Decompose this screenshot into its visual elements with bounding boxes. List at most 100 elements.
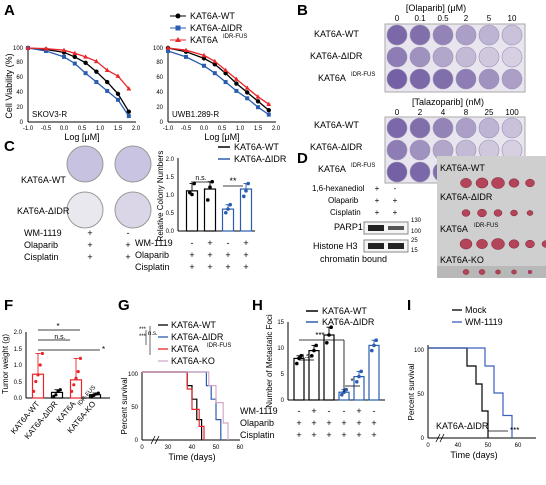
c-treat-label: Olaparib bbox=[24, 240, 58, 250]
a-right-xtick: -1.0 bbox=[163, 126, 174, 132]
i-ytick: 50 bbox=[417, 392, 424, 398]
tumor bbox=[511, 269, 517, 275]
c-mark: + bbox=[125, 252, 130, 262]
dose-point bbox=[255, 94, 261, 99]
i-sig: *** bbox=[510, 426, 519, 435]
d-mark: + bbox=[393, 208, 398, 217]
f-ytick: 0.0 bbox=[14, 396, 23, 402]
bar-dot bbox=[374, 338, 379, 343]
panel-a-left-plot bbox=[25, 45, 132, 119]
a-right-xlabel: Log [μM] bbox=[204, 132, 239, 142]
bar-dot bbox=[76, 370, 80, 374]
dose-point bbox=[126, 86, 132, 91]
dose-point bbox=[72, 61, 77, 66]
plate-well bbox=[386, 161, 408, 183]
bar-dot bbox=[295, 361, 299, 366]
a-left-ytick: 100 bbox=[13, 46, 24, 52]
tumor bbox=[508, 239, 520, 249]
plate-well bbox=[432, 68, 454, 90]
g-sig: n.s. bbox=[148, 331, 158, 337]
bar-dot bbox=[246, 181, 250, 186]
plate-well bbox=[501, 46, 523, 68]
bar-dot bbox=[190, 192, 194, 197]
i-legend: Mock WM-1119 bbox=[452, 305, 503, 327]
plate-well bbox=[455, 24, 477, 46]
d-band-parp1: PARP1 bbox=[334, 222, 363, 232]
h-sig: * bbox=[350, 377, 353, 386]
g-xtick: 50 bbox=[213, 445, 220, 451]
a-left-ytick: 80 bbox=[16, 60, 23, 66]
dose-point bbox=[256, 105, 260, 110]
b-talazoparib-title: [Talazoparib] (nM) bbox=[412, 97, 484, 107]
c-bar-mark: - bbox=[191, 238, 194, 248]
bar-dot bbox=[58, 388, 62, 392]
h-mark: + bbox=[326, 418, 331, 428]
a-left-xlabel: Log [μM] bbox=[64, 132, 99, 142]
plate-well bbox=[478, 24, 500, 46]
h-legend-didr: KAT6A-ΔIDR bbox=[322, 317, 375, 327]
g-legend-ko: KAT6A-KO bbox=[171, 356, 215, 366]
c-mark: + bbox=[87, 228, 92, 238]
h-mark: - bbox=[328, 406, 331, 416]
c-bar-mark: + bbox=[243, 238, 248, 248]
d-band bbox=[388, 226, 404, 230]
b-dose: 0 bbox=[395, 14, 400, 23]
g-sig: *** bbox=[139, 334, 147, 340]
h-mark: + bbox=[296, 430, 301, 440]
bar-dot bbox=[74, 376, 78, 380]
dose-point bbox=[105, 79, 110, 85]
survival-curve bbox=[428, 347, 513, 438]
a-legend-didr: KAT6A-ΔIDR bbox=[190, 23, 243, 33]
f-ytick: 1.0 bbox=[14, 363, 23, 369]
bar-dot bbox=[355, 380, 359, 384]
a-left-xtick: 1.5 bbox=[114, 126, 123, 132]
panel-label-d: D bbox=[297, 150, 308, 167]
a-right-xtick: 0.0 bbox=[200, 126, 209, 132]
tumor bbox=[461, 209, 471, 217]
g-legend-fus: KAT6A bbox=[171, 344, 199, 354]
b-dose: 100 bbox=[505, 108, 519, 117]
h-mark: - bbox=[373, 406, 376, 416]
dose-point bbox=[234, 81, 239, 86]
dose-point bbox=[201, 52, 207, 58]
panel-label-f: F bbox=[4, 297, 14, 314]
h-treat-label: Olaparib bbox=[240, 418, 274, 428]
panel-label-i: I bbox=[407, 297, 412, 314]
tumor bbox=[478, 269, 486, 275]
c-bar-marks: - + - + + + + + + + + + bbox=[189, 238, 248, 272]
tumor bbox=[491, 238, 505, 250]
h-mark: + bbox=[326, 430, 331, 440]
bar-dot bbox=[70, 389, 74, 393]
bar-dot bbox=[208, 185, 212, 189]
dose-point bbox=[83, 71, 88, 76]
tumor bbox=[525, 239, 535, 249]
a-left-xtick: 1.0 bbox=[96, 126, 105, 132]
bar-dot bbox=[54, 393, 58, 397]
g-legend-wt: KAT6A-WT bbox=[171, 320, 216, 330]
panel-label-b: B bbox=[297, 2, 308, 19]
e-row-fus: KAT6A bbox=[440, 224, 468, 234]
h-mark: + bbox=[341, 418, 346, 428]
i-legend-wm: WM-1119 bbox=[465, 317, 503, 327]
h-bar-plot bbox=[293, 325, 380, 401]
a-right-ytick: 80 bbox=[156, 60, 163, 66]
i-xlabel: Time (days) bbox=[450, 450, 497, 460]
bar-dot bbox=[372, 343, 376, 348]
b-talazoparib-rowlabels: KAT6A-WT KAT6A-ΔIDR KAT6A IDR-FUS bbox=[310, 120, 375, 174]
a-right-ytick: 20 bbox=[156, 105, 163, 111]
dose-point bbox=[183, 47, 189, 53]
b-olaparib-plate bbox=[384, 23, 526, 93]
panel-label-c: C bbox=[4, 138, 15, 155]
c-ytick: 2.0 bbox=[166, 157, 175, 163]
d-mark: + bbox=[393, 196, 398, 205]
c-bar-treat-label: WM-1119 bbox=[135, 238, 173, 248]
a-left-ytick: 20 bbox=[16, 105, 23, 111]
d-mw: 25 bbox=[411, 238, 418, 244]
bar-dot bbox=[325, 341, 329, 345]
h-ytick: 0 bbox=[281, 398, 285, 404]
plate-well bbox=[455, 46, 477, 68]
f-sig: * n.s. * bbox=[38, 322, 105, 354]
a-left-xtick: 0.5 bbox=[78, 126, 87, 132]
